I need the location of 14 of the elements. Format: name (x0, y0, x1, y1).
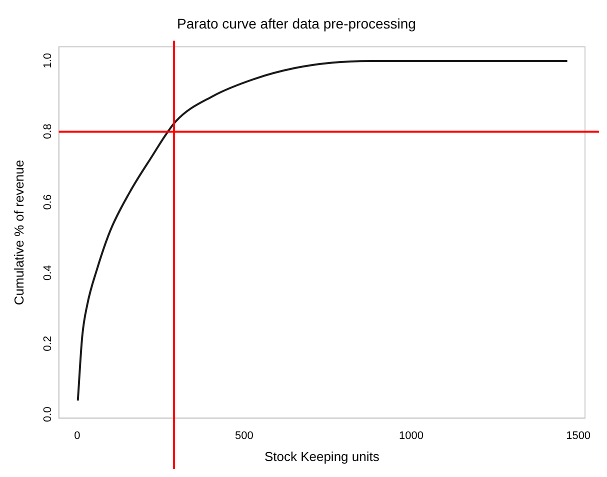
line-series (76, 60, 568, 402)
y-tick-label: 0.2 (42, 336, 54, 352)
x-axis-title: Stock Keeping units (264, 448, 380, 464)
chart-title: Parato curve after data pre-processing (177, 15, 416, 32)
y-tick-label: 0.6 (42, 194, 54, 210)
y-tick-label: 1.0 (42, 52, 54, 68)
y-tick-label: 0.0 (42, 406, 54, 422)
y-tick-label: 0.4 (42, 265, 54, 280)
x-tick-label: 1500 (566, 430, 591, 442)
x-tick-label: 500 (235, 430, 254, 442)
x-tick-label: 1000 (399, 430, 424, 442)
y-axis-title: Cumulative % of revenue (11, 160, 26, 306)
x-tick-label: 0 (74, 430, 80, 442)
y-tick-label: 0.8 (42, 124, 54, 139)
